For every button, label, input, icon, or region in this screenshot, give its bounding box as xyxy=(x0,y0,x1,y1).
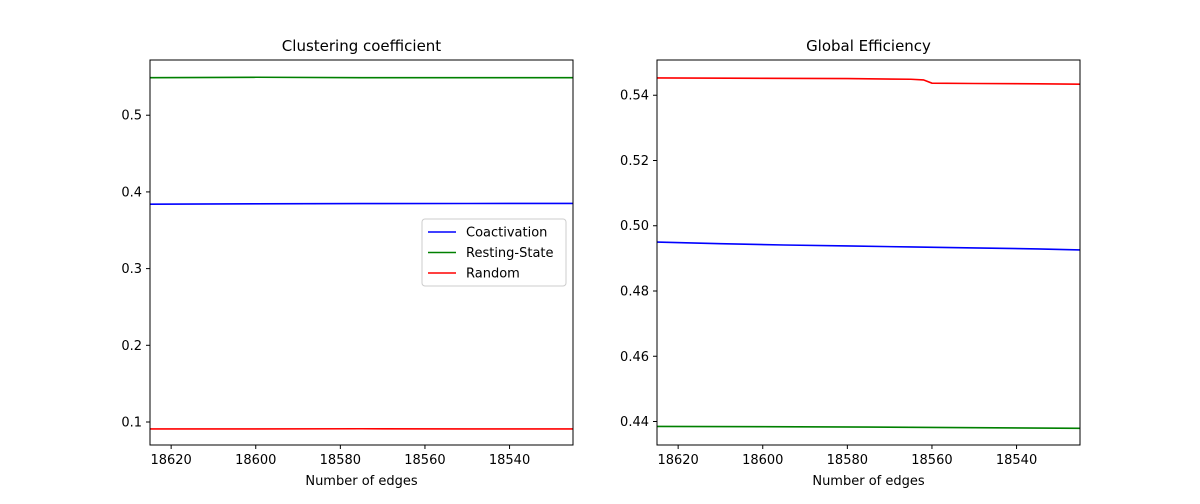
series-line-coactivation xyxy=(150,203,573,204)
x-tick-label: 18580 xyxy=(827,453,868,468)
y-tick-label: 0.50 xyxy=(620,219,649,234)
axes-frame xyxy=(657,60,1080,445)
x-tick-label: 18600 xyxy=(742,453,783,468)
series-line-random xyxy=(657,78,1080,84)
x-axis-label: Number of edges xyxy=(305,474,418,489)
x-tick-label: 18620 xyxy=(150,453,191,468)
legend-label-resting-state: Resting-State xyxy=(466,246,554,261)
legend: Coactivation Resting-State Random xyxy=(422,219,566,286)
y-tick-label: 0.54 xyxy=(620,89,649,104)
chart-panel-2: Global Efficiency 18620 18600 18580 18560 185… xyxy=(620,37,1080,489)
x-tick-label: 18600 xyxy=(235,453,276,468)
y-tick-label: 0.3 xyxy=(121,262,142,277)
y-tick-label: 0.4 xyxy=(121,185,142,200)
chart-title: Clustering coefficient xyxy=(282,37,442,55)
x-tick-label: 18620 xyxy=(657,453,698,468)
series-line-resting-state xyxy=(657,426,1080,428)
chart-panel-1: Clustering coefficient 18620 18600 18580 185… xyxy=(121,37,573,489)
series-line-coactivation xyxy=(657,242,1080,250)
x-tick-label: 18540 xyxy=(996,453,1037,468)
chart-title: Global Efficiency xyxy=(806,37,931,55)
x-tick-label: 18560 xyxy=(404,453,445,468)
x-tick-label: 18560 xyxy=(911,453,952,468)
y-tick-label: 0.48 xyxy=(620,285,649,300)
x-axis-label: Number of edges xyxy=(812,474,925,489)
y-tick-label: 0.46 xyxy=(620,350,649,365)
legend-label-coactivation: Coactivation xyxy=(466,226,547,241)
legend-label-random: Random xyxy=(466,267,520,282)
y-tick-label: 0.44 xyxy=(620,415,649,430)
y-tick-label: 0.1 xyxy=(121,415,142,430)
x-tick-label: 18540 xyxy=(489,453,530,468)
y-tick-label: 0.2 xyxy=(121,339,142,354)
x-tick-label: 18580 xyxy=(320,453,361,468)
y-tick-label: 0.5 xyxy=(121,109,142,124)
y-tick-label: 0.52 xyxy=(620,154,649,169)
